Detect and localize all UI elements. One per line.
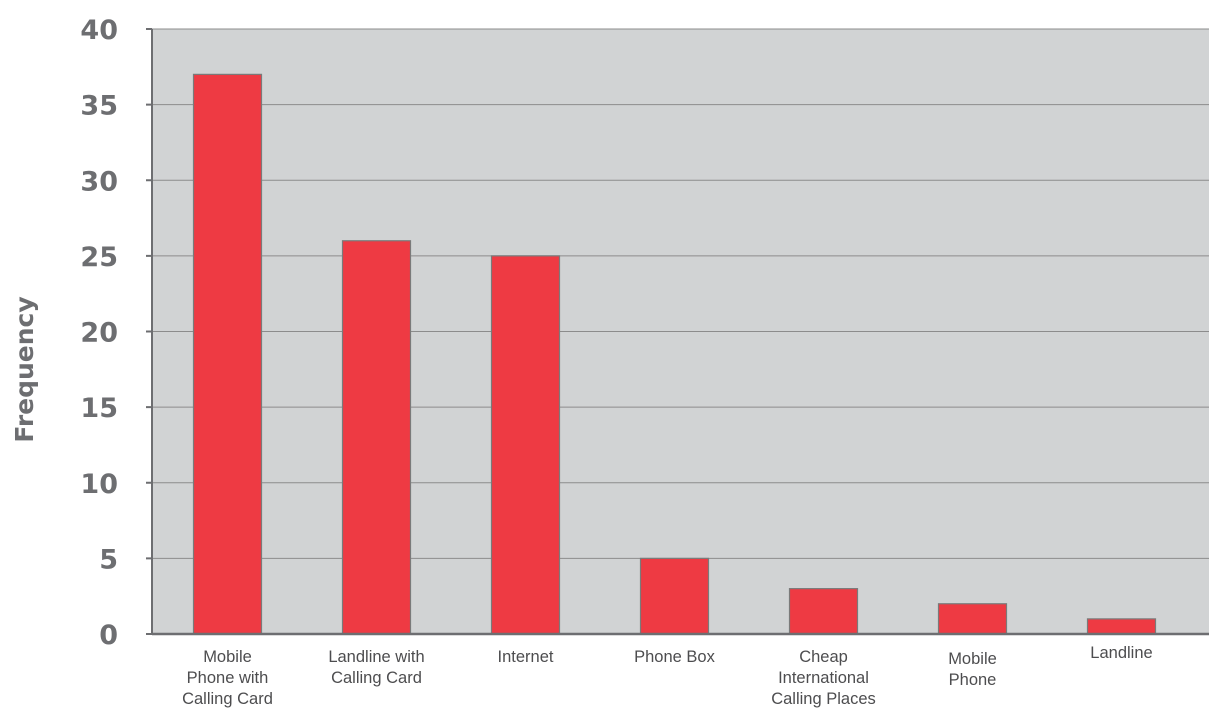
bar bbox=[341, 240, 412, 635]
x-tick-label-line: International bbox=[778, 669, 869, 687]
x-tick-label-line: Landline with bbox=[328, 648, 424, 666]
bar bbox=[937, 603, 1008, 635]
y-tick-label: 20 bbox=[80, 318, 118, 349]
x-tick-label-line: Mobile bbox=[948, 650, 997, 668]
bar bbox=[1086, 618, 1157, 635]
x-tick-label-line: Phone with bbox=[187, 669, 269, 687]
y-tick-label: 40 bbox=[80, 15, 118, 46]
x-tick-label: Mobile Phone with Calling Card bbox=[182, 648, 273, 708]
x-tick-label: Landline with Calling Card bbox=[328, 648, 424, 687]
x-tick-label-line: Calling Card bbox=[331, 669, 422, 687]
y-axis-label: Frequency bbox=[10, 296, 39, 442]
x-tick-label: Cheap International Calling Places bbox=[771, 648, 876, 708]
x-tick-label-line: Landline bbox=[1090, 644, 1152, 662]
y-tick-label: 5 bbox=[99, 544, 118, 575]
x-tick-label-line: Internet bbox=[498, 648, 554, 666]
y-tick-label: 0 bbox=[99, 620, 118, 651]
y-tick-label: 15 bbox=[80, 393, 118, 424]
bar bbox=[788, 588, 859, 635]
bar bbox=[639, 557, 710, 635]
x-tick-label-line: Cheap bbox=[799, 648, 848, 666]
x-tick-label: Landline bbox=[1090, 644, 1152, 662]
bar bbox=[192, 73, 263, 635]
y-tick-label: 10 bbox=[80, 469, 118, 500]
y-tick-label: 35 bbox=[80, 91, 118, 122]
gridlines bbox=[152, 28, 1209, 559]
y-tick-label: 30 bbox=[80, 166, 118, 197]
x-tick-label-line: Calling Places bbox=[771, 690, 876, 708]
x-tick-label-line: Mobile bbox=[203, 648, 252, 666]
y-tick-label: 25 bbox=[80, 242, 118, 273]
x-tick-label-line: Calling Card bbox=[182, 690, 273, 708]
x-tick-label-line: Phone Box bbox=[634, 648, 715, 666]
bars bbox=[192, 73, 1157, 635]
x-tick-label: Phone Box bbox=[634, 648, 715, 666]
x-tick-label-line: Phone bbox=[949, 671, 997, 689]
x-tick-label: Internet bbox=[498, 648, 554, 666]
x-tick-label: Mobile Phone bbox=[948, 650, 997, 689]
bar bbox=[490, 255, 561, 635]
y-tick-labels: 0 5 10 15 20 25 30 35 40 bbox=[80, 15, 152, 651]
